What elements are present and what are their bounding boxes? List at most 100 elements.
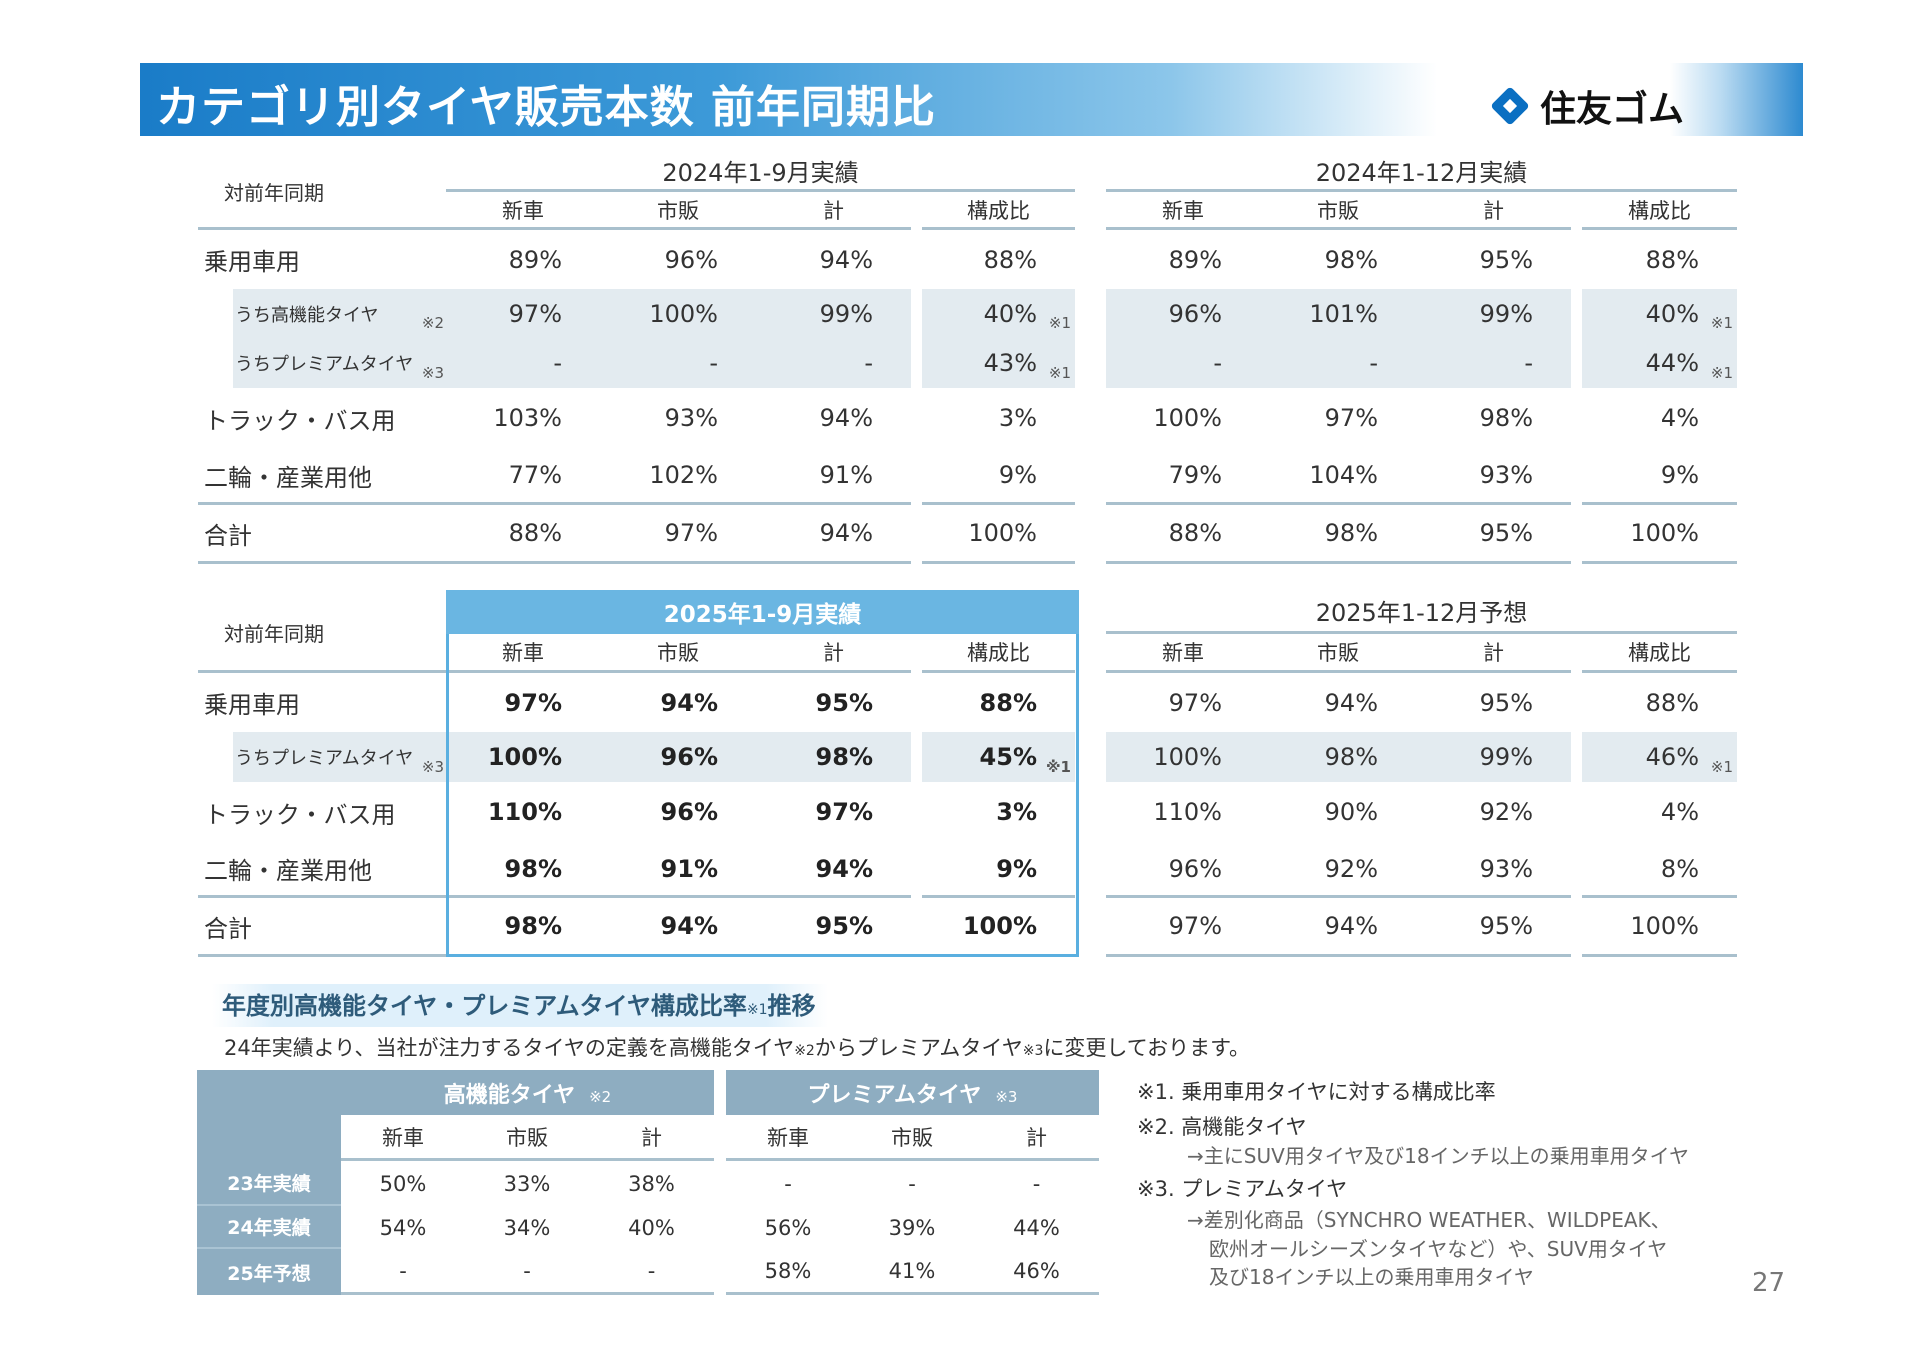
spacer xyxy=(197,1115,341,1161)
table-row: 合計 88% 97% 94% 100% 88% 98% 95% 100% xyxy=(198,505,1737,564)
trend-value: 39% xyxy=(888,1215,936,1240)
row-label: 二輪・産業用他 xyxy=(198,448,446,505)
trend-row: 23年実績 50% 33% 38% - - - xyxy=(197,1161,1099,1206)
value-text: 43% xyxy=(983,349,1037,377)
value-text: 100% xyxy=(1153,404,1222,432)
col-gap xyxy=(1571,448,1582,505)
value-text: 100% xyxy=(1630,912,1699,940)
trend-group-text: 高機能タイヤ xyxy=(443,1082,576,1108)
value-text: 100% xyxy=(1153,743,1222,771)
value-cell: 99% xyxy=(756,289,911,338)
trend-row: 24年実績 54% 34% 40% 56% 39% 44% xyxy=(197,1206,1099,1249)
desc-part: 24年実績より、当社が注力するタイヤの定義を高機能タイヤ xyxy=(224,1036,795,1060)
trend-value: 34% xyxy=(503,1215,551,1240)
table-row: 乗用車用 97% 94% 95% 88% 97% 94% 95% 88% xyxy=(198,673,1737,732)
ratio-note: ※1 xyxy=(1710,364,1733,382)
value-cell: 94% xyxy=(1260,898,1416,957)
desc-note: ※3 xyxy=(1022,1043,1044,1059)
group-title: 2025年1-12月予想 xyxy=(1106,590,1737,634)
value-text: 95% xyxy=(1479,245,1533,274)
value-cell: 45% ※1 xyxy=(922,732,1075,782)
trend-group-text: プレミアムタイヤ xyxy=(807,1082,982,1108)
value-cell: 88% xyxy=(1106,505,1260,564)
col-gap xyxy=(911,289,922,338)
value-cell: 100% xyxy=(1106,388,1260,448)
value-text: 91% xyxy=(660,854,718,883)
value-text: 97% xyxy=(1168,688,1222,717)
value-text: - xyxy=(709,349,718,377)
column-header: 計 xyxy=(1416,634,1571,673)
value-text: 100% xyxy=(487,743,562,771)
value-text: 93% xyxy=(664,404,718,432)
value-text: 88% xyxy=(983,245,1037,274)
row-label: うちプレミアムタイヤ ※3 xyxy=(198,338,446,388)
column-header: 新車 xyxy=(1106,634,1260,673)
value-text: 94% xyxy=(660,688,718,717)
value-text: 98% xyxy=(504,912,562,940)
footnote: ※3. プレミアムタイヤ xyxy=(1137,1177,1348,1201)
row-label-text: トラック・バス用 xyxy=(204,406,396,435)
value-cell: 110% xyxy=(446,782,600,842)
row-label: 合計 xyxy=(198,898,446,957)
column-header: 構成比 xyxy=(922,192,1075,230)
value-cell: 94% xyxy=(756,388,911,448)
value-cell: 9% xyxy=(922,448,1075,505)
company-logo: 住友ゴム xyxy=(1488,80,1684,132)
logo-text: 住友ゴム xyxy=(1540,89,1685,130)
table-row: 乗用車用 89% 96% 94% 88% 89% 98% 95% 88% xyxy=(198,230,1737,289)
value-cell: 9% xyxy=(922,842,1075,898)
value-text: 97% xyxy=(664,519,718,547)
col-gap xyxy=(911,673,922,732)
value-cell: 94% xyxy=(756,505,911,564)
trend-value: 33% xyxy=(503,1171,551,1196)
sumitomo-diamond-icon xyxy=(1488,84,1532,128)
trend-group-note: ※3 xyxy=(995,1087,1018,1106)
value-text: 79% xyxy=(1168,461,1222,489)
value-cell: - xyxy=(1416,338,1571,388)
value-cell: 40% ※1 xyxy=(1582,289,1737,338)
table-row: トラック・バス用 110% 96% 97% 3% 110% 90% 92% 4% xyxy=(198,782,1737,842)
col-gap xyxy=(1571,388,1582,448)
value-cell: 95% xyxy=(756,898,911,957)
trend-row-label: 23年実績 xyxy=(197,1161,341,1206)
group-gap xyxy=(1075,898,1106,957)
value-cell: 103% xyxy=(446,388,600,448)
col-gap xyxy=(1571,673,1582,732)
trend-col-header: 計 xyxy=(974,1115,1099,1161)
value-text: 95% xyxy=(815,688,873,717)
value-cell: 40% ※1 xyxy=(922,289,1075,338)
value-cell: - xyxy=(446,338,600,388)
value-text: 4% xyxy=(1660,404,1699,432)
trend-value: 44% xyxy=(1013,1215,1060,1240)
col-gap xyxy=(1571,289,1582,338)
value-text: 98% xyxy=(1479,404,1533,432)
group-gap xyxy=(714,1206,726,1249)
row-note: ※2 xyxy=(421,314,444,332)
group-gap xyxy=(1075,634,1106,673)
value-text: 88% xyxy=(508,519,562,547)
footnote: →差別化商品（SYNCHRO WEATHER、WILDPEAK、 xyxy=(1187,1208,1671,1232)
value-cell: 100% xyxy=(922,505,1075,564)
column-header-row: 新車 市販計構成比 新車 市販計構成比 xyxy=(198,634,1737,673)
row-label: 乗用車用 xyxy=(198,673,446,732)
trend-value: 38% xyxy=(628,1171,675,1196)
group-gap xyxy=(1075,230,1106,289)
value-text: 110% xyxy=(487,798,562,826)
col-gap xyxy=(911,782,922,842)
col-gap xyxy=(911,634,922,673)
value-text: 95% xyxy=(1479,519,1533,547)
col-gap xyxy=(1571,634,1582,673)
value-text: 96% xyxy=(1168,854,1222,883)
row-label: 合計 xyxy=(198,505,446,564)
group-gap xyxy=(1075,732,1106,782)
page-number: 27 xyxy=(1752,1268,1786,1298)
value-text: 9% xyxy=(1660,461,1699,489)
table-row: うちプレミアムタイヤ ※3 100% 96% 98% 45% ※1 100% 98% 99% 46%… xyxy=(198,732,1737,782)
trend-value: 56% xyxy=(764,1215,812,1240)
value-text: 97% xyxy=(508,299,562,328)
col-gap xyxy=(1571,338,1582,388)
trend-group-title: 高機能タイヤ ※2 xyxy=(341,1070,714,1115)
trend-table: 高機能タイヤ ※2 プレミアムタイヤ ※3 新車 市販計新車 市販計 23年実績 50% 33% 3… xyxy=(197,1070,1099,1295)
value-text: 8% xyxy=(1660,854,1699,883)
value-text: 100% xyxy=(962,912,1037,940)
